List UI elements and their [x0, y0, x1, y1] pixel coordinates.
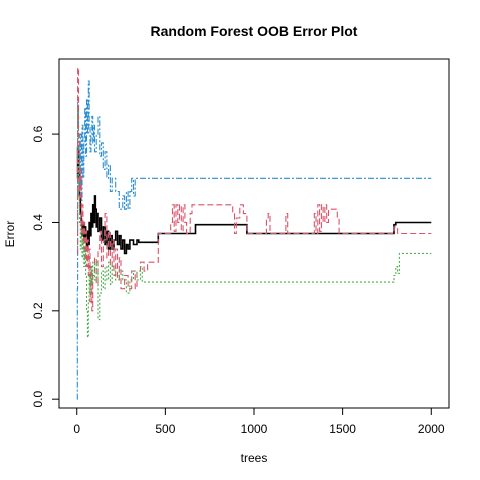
y-tick-label: 0.4 — [31, 214, 45, 231]
class-2-series-line — [76, 67, 432, 312]
x-tick-label: 2000 — [418, 422, 445, 436]
x-tick-label: 1000 — [241, 422, 268, 436]
class-3-series-line — [76, 107, 432, 338]
series-layer — [76, 67, 432, 400]
x-tick-label: 0 — [73, 422, 80, 436]
y-axis-label: Error — [3, 221, 17, 248]
x-axis-label: trees — [241, 451, 268, 465]
y-axis: 0.0 0.2 0.4 0.6 — [31, 125, 60, 408]
chart-title: Random Forest OOB Error Plot — [151, 23, 358, 39]
class-1-series-line — [76, 80, 432, 400]
x-tick-label: 500 — [155, 422, 175, 436]
y-tick-label: 0.2 — [31, 302, 45, 319]
x-axis: 0 500 1000 1500 2000 — [73, 407, 445, 436]
y-tick-label: 0.0 — [31, 391, 45, 408]
x-tick-label: 1500 — [329, 422, 356, 436]
y-tick-label: 0.6 — [31, 125, 45, 142]
